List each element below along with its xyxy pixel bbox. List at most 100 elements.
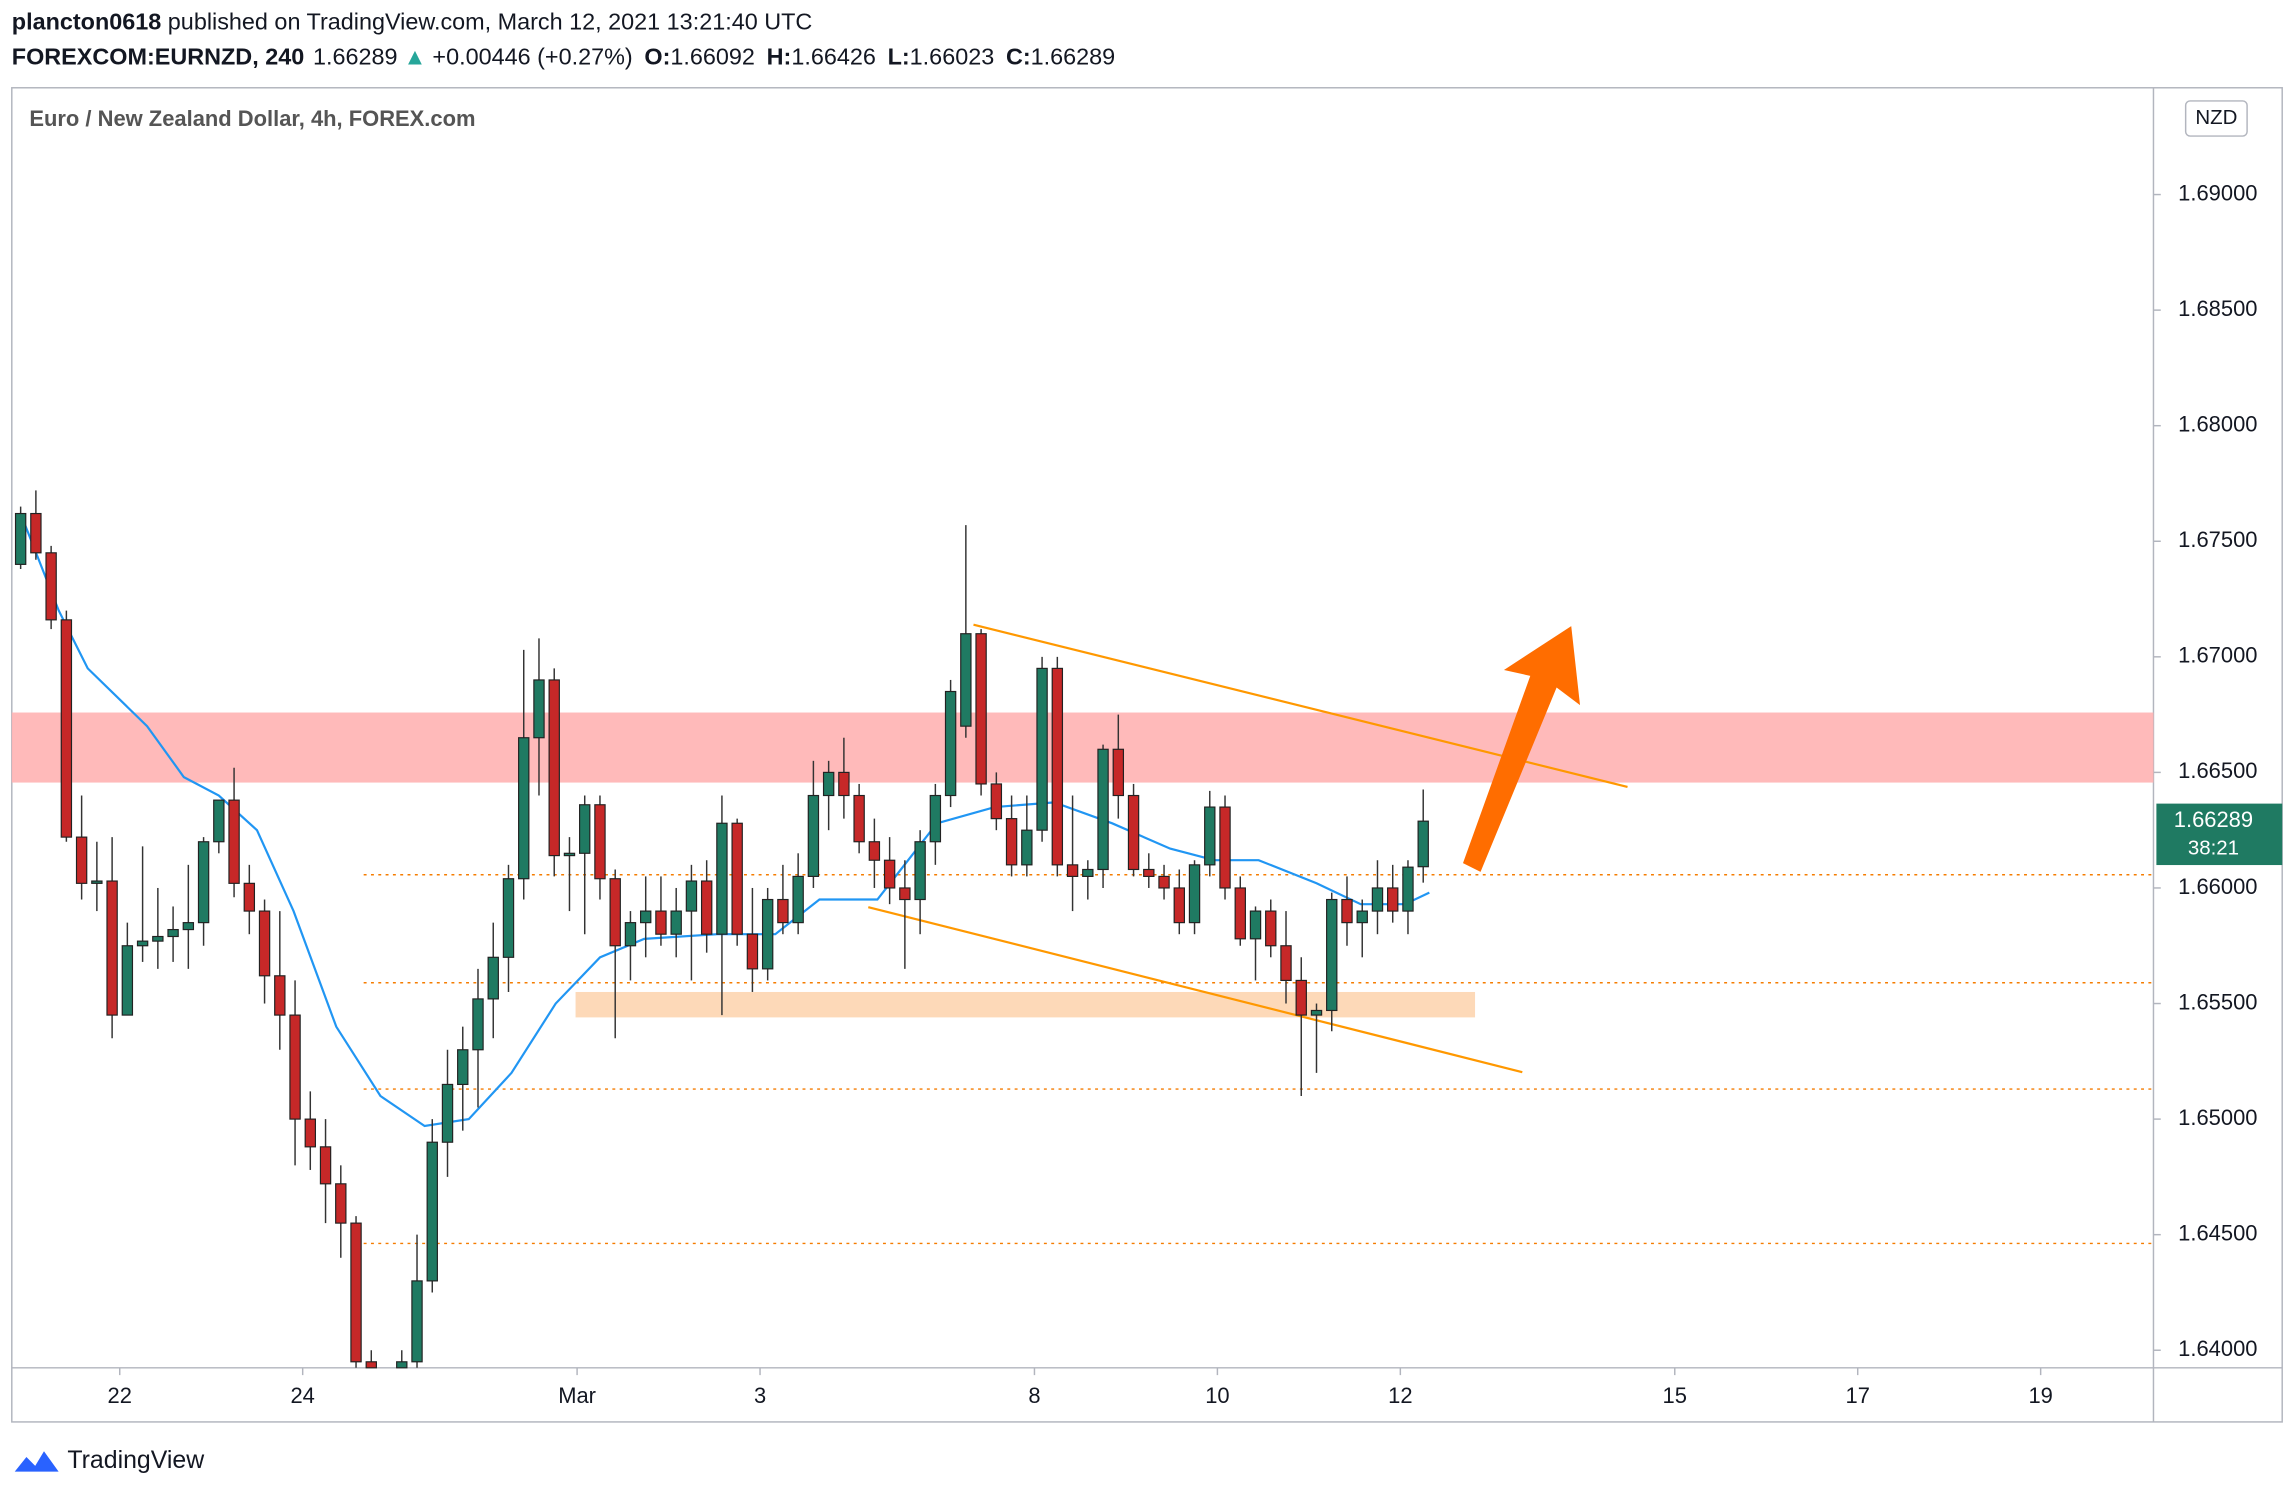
candle-body (14, 512, 27, 565)
candle-body (1158, 875, 1170, 889)
candle-body (594, 804, 606, 880)
y-tick-label: 1.69000 (2178, 180, 2257, 205)
candle-body (1326, 898, 1338, 1012)
candle-body (1112, 748, 1125, 797)
candle-body (868, 841, 881, 861)
change: +0.00446 (+0.27%) (432, 44, 632, 70)
candle-body (1356, 910, 1368, 924)
candle-body (1036, 667, 1048, 831)
x-tick-label: Mar (558, 1383, 596, 1408)
candle-body (1188, 864, 1201, 924)
candle-body (883, 859, 896, 889)
candle-body (243, 882, 256, 912)
candle-body (899, 887, 911, 901)
candle-body (1387, 887, 1399, 912)
y-tick-label: 1.64000 (2178, 1336, 2257, 1361)
candle-body (807, 794, 820, 877)
y-tick-label: 1.67500 (2178, 527, 2257, 552)
candle-body (75, 836, 88, 884)
candle-body (289, 1014, 301, 1120)
candle-body (167, 928, 179, 938)
zone (575, 991, 1476, 1018)
brand: TradingView (67, 1446, 205, 1474)
logo (14, 1451, 59, 1472)
candle-body (929, 794, 942, 843)
candle-body (700, 880, 713, 935)
candle-body (1051, 667, 1064, 866)
candle-body (761, 898, 774, 970)
candle-body (746, 933, 759, 970)
candle-body (258, 910, 271, 977)
zone (11, 712, 2154, 783)
candle-body (365, 1361, 377, 1369)
candle-body (731, 822, 743, 935)
h-label: H: (767, 44, 792, 70)
arrow-drawing (1462, 626, 1581, 872)
l-label: L: (888, 44, 910, 70)
y-tick-label: 1.67000 (2178, 643, 2257, 668)
y-tick-label: 1.66500 (2178, 758, 2257, 783)
candle-body (106, 880, 118, 1016)
candle-body (1280, 945, 1292, 982)
chart-title: Euro / New Zealand Dollar, 4h, FOREX.com (29, 106, 475, 131)
candle-body (914, 841, 926, 901)
candle-body (975, 633, 987, 785)
candle-body (1021, 829, 1033, 866)
x-tick-label: 22 (108, 1383, 132, 1408)
candle-body (1173, 887, 1185, 924)
candle-body (197, 841, 210, 924)
candle-body (411, 1280, 423, 1363)
candle-body (441, 1083, 454, 1143)
candle-body (60, 619, 73, 838)
y-tick-label: 1.68000 (2178, 411, 2257, 436)
candle-body (30, 512, 42, 554)
x-tick-label: 8 (1028, 1383, 1040, 1408)
candle-body (1265, 910, 1277, 947)
candle-body (1066, 864, 1079, 877)
candle-body (1127, 794, 1140, 871)
x-tick-label: 12 (1388, 1383, 1412, 1408)
h: 1.66426 (791, 44, 876, 70)
candle-body (1005, 818, 1018, 866)
x-tick-label: 19 (2028, 1383, 2052, 1408)
candle-body (1310, 1009, 1323, 1016)
candle-body (1204, 806, 1216, 866)
candle-body (319, 1146, 332, 1185)
candle-body (639, 910, 652, 924)
candle-body (960, 633, 972, 727)
y-tick-label: 1.65500 (2178, 989, 2257, 1014)
x-tick-label: 17 (1846, 1383, 1870, 1408)
candle-body (990, 783, 1003, 820)
candle-body (472, 998, 484, 1051)
candle-body (822, 771, 835, 797)
candle-body (1341, 898, 1353, 924)
candle-body (1143, 868, 1155, 877)
header-line-1: plancton0618 published on TradingView.co… (12, 9, 813, 35)
candle-body (792, 875, 804, 924)
currency: NZD (2195, 106, 2237, 129)
candle-body (274, 975, 286, 1016)
trend-line (868, 906, 1523, 1074)
l: 1.66023 (910, 44, 995, 70)
candle-body (655, 910, 667, 935)
candle-body (136, 940, 149, 947)
user: plancton0618 (12, 9, 162, 35)
x-tick-label: 15 (1663, 1383, 1687, 1408)
candle-body (228, 799, 240, 884)
x-tick-label: 10 (1205, 1383, 1229, 1408)
candle-body (457, 1049, 469, 1086)
candle-body (121, 945, 134, 1016)
o-label: O: (644, 44, 670, 70)
currency-box (2184, 100, 2248, 137)
candle-body (609, 878, 621, 947)
candle-body (579, 804, 591, 854)
candle-body (396, 1361, 408, 1369)
candle-body (91, 880, 103, 884)
candle-body (518, 737, 530, 880)
candle-body (548, 679, 560, 857)
candle-body (1417, 820, 1429, 868)
candle-body (1295, 979, 1307, 1016)
timer: 38:21 (2188, 836, 2239, 859)
candle-body (670, 910, 682, 935)
published: published on TradingView.com, March 12, … (161, 9, 812, 35)
